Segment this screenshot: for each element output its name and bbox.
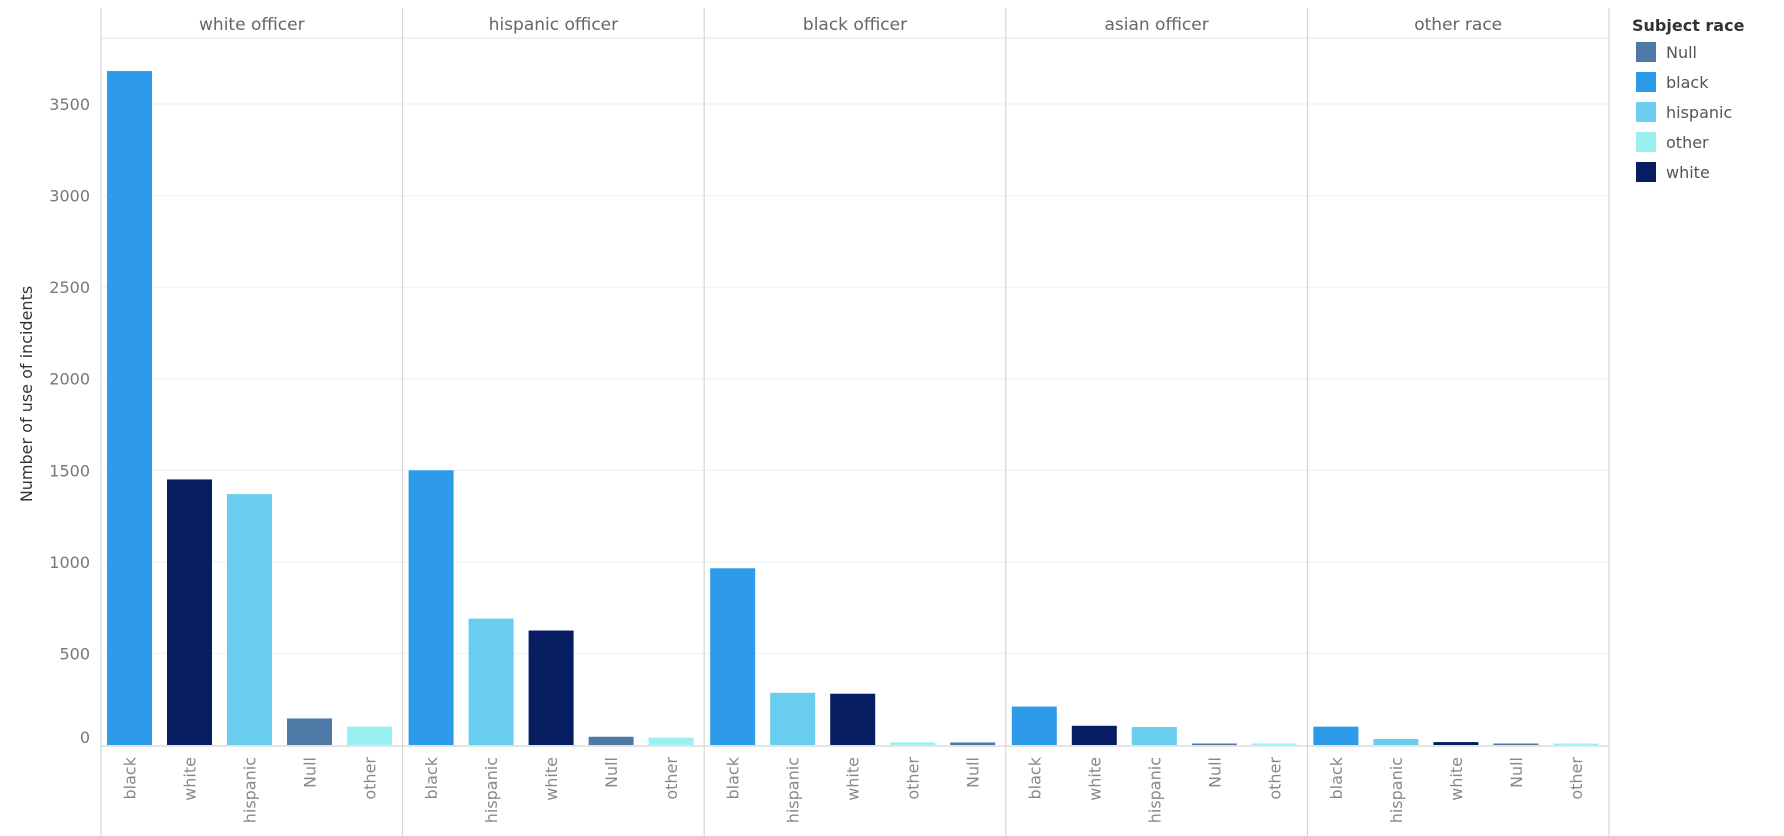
bar-black — [1011, 706, 1057, 745]
x-tick-label: other — [662, 757, 681, 800]
panel-titles: white officer hispanic officer black offic… — [199, 15, 1502, 35]
x-tick-label: Null — [602, 757, 621, 788]
bar-white — [528, 630, 574, 745]
legend-swatch-other — [1636, 132, 1656, 152]
x-tick-label: hispanic — [1145, 757, 1164, 823]
legend-label: other — [1666, 133, 1709, 152]
x-tick-label: white — [181, 757, 200, 801]
legend-title: Subject race — [1632, 16, 1745, 35]
legend: Subject race Null black hispanic other white — [1632, 16, 1745, 182]
y-axis: 0 500 1000 1500 2000 2500 3000 3500 — [49, 95, 90, 747]
x-tick-label: white — [844, 757, 863, 801]
y-axis-label: Number of use of incidents — [17, 286, 36, 502]
x-tick-label: Null — [1507, 757, 1526, 788]
x-axis-labels: black white hispanic Null other black hispanic… — [121, 756, 1586, 823]
x-tick-label: other — [1567, 757, 1586, 800]
bar-Null — [1191, 743, 1237, 745]
legend-label: Null — [1666, 43, 1697, 62]
bar-Null — [588, 736, 634, 745]
bar-hispanic — [227, 494, 272, 745]
legend-label: black — [1666, 73, 1709, 92]
x-tick-label: white — [1447, 757, 1466, 801]
y-tick-label: 500 — [59, 644, 90, 663]
legend-swatch-Null — [1636, 42, 1656, 62]
bar-black — [710, 568, 756, 745]
y-tick-label: 2000 — [49, 370, 90, 389]
bars — [107, 71, 1599, 745]
y-tick-label: 3000 — [49, 187, 90, 206]
panel-title: other race — [1414, 15, 1502, 35]
bar-hispanic — [1131, 727, 1177, 745]
bar-white — [830, 693, 876, 745]
legend-swatch-black — [1636, 72, 1656, 92]
bar-other — [648, 737, 694, 745]
bar-hispanic — [1373, 738, 1419, 745]
panel-title: hispanic officer — [489, 15, 618, 35]
bar-black — [408, 470, 454, 745]
legend-swatch-hispanic — [1636, 102, 1656, 122]
x-tick-label: black — [422, 756, 441, 799]
x-tick-label: other — [904, 757, 923, 800]
panel-title: black officer — [803, 15, 907, 35]
y-tick-label: 2500 — [49, 278, 90, 297]
legend-swatch-white — [1636, 162, 1656, 182]
bar-black — [1313, 726, 1359, 745]
bar-other — [1251, 743, 1297, 745]
bar-hispanic — [770, 692, 816, 745]
y-tick-label: 3500 — [49, 95, 90, 114]
y-tick-label: 1000 — [49, 553, 90, 572]
bar-other — [890, 742, 936, 745]
bar-black — [107, 71, 152, 745]
panel-title: asian officer — [1104, 15, 1208, 35]
bar-white — [1433, 742, 1479, 745]
x-tick-label: other — [1265, 757, 1284, 800]
x-tick-label: white — [1085, 757, 1104, 801]
x-tick-label: black — [724, 756, 743, 799]
bar-Null — [1493, 743, 1539, 745]
legend-label: hispanic — [1666, 103, 1732, 122]
grid-lines — [101, 103, 1609, 654]
bar-white — [167, 479, 212, 745]
bar-other — [1553, 743, 1599, 745]
bar-white — [1071, 725, 1117, 745]
legend-label: white — [1666, 163, 1710, 182]
bar-hispanic — [468, 618, 514, 745]
bar-Null — [287, 718, 332, 745]
x-tick-label: white — [542, 757, 561, 801]
x-tick-label: Null — [964, 757, 983, 788]
x-tick-label: hispanic — [482, 757, 501, 823]
x-tick-label: other — [361, 757, 380, 800]
x-tick-label: hispanic — [1387, 757, 1406, 823]
x-tick-label: Null — [301, 757, 320, 788]
panel-title: white officer — [199, 15, 305, 35]
x-tick-label: black — [1327, 756, 1346, 799]
bar-Null — [950, 742, 996, 745]
bar-other — [347, 726, 392, 745]
x-tick-label: Null — [1205, 757, 1224, 788]
x-tick-label: black — [121, 756, 140, 799]
x-tick-label: hispanic — [784, 757, 803, 823]
y-tick-label: 0 — [80, 728, 90, 747]
panel-frames — [100, 8, 1610, 836]
x-tick-label: hispanic — [241, 757, 260, 823]
y-tick-label: 1500 — [49, 461, 90, 480]
x-tick-label: black — [1025, 756, 1044, 799]
